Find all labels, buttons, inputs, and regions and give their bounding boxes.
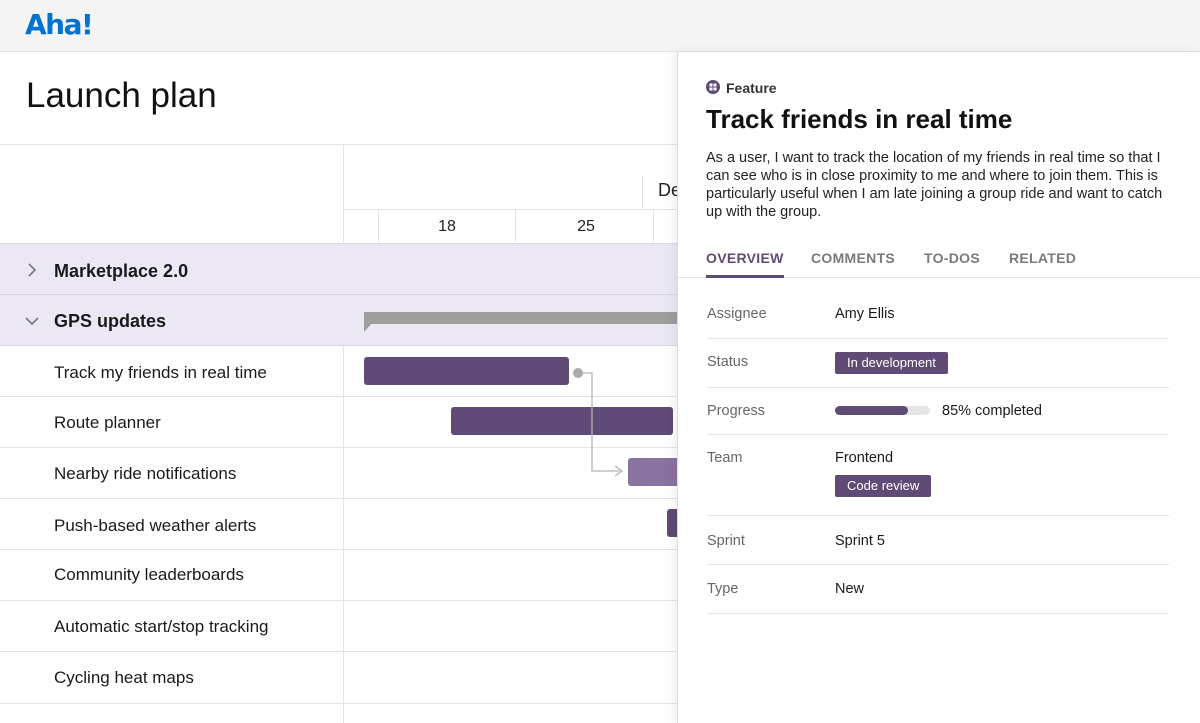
field-divider [707,434,1169,435]
feature-icon [706,80,720,94]
group-label: Marketplace 2.0 [54,261,189,281]
group-label: GPS updates [54,311,167,331]
team-tag[interactable]: Code review [835,475,932,497]
tab-overview[interactable]: OVERVIEW [706,250,784,266]
week-label: 18 [438,218,456,235]
feature-label[interactable]: Cycling heat maps [54,668,194,687]
record-type-label: Feature [726,80,777,96]
active-tab-indicator [706,275,784,278]
status-label: Status [707,354,749,370]
progress-bar-fill [835,406,908,415]
dependency-connector[interactable] [570,365,630,480]
month-label: De [658,180,682,200]
column-divider [343,144,344,723]
tab-to-dos[interactable]: TO-DOS [924,250,980,266]
group-row-marketplace[interactable]: Marketplace 2.0 [0,244,680,295]
row-divider [0,498,680,499]
assignee-label: Assignee [707,306,767,322]
field-divider [707,515,1169,516]
top-bar: Aha! [0,0,1200,52]
feature-label[interactable]: Nearby ride notifications [54,464,237,483]
summary-bar-start-cap [364,323,372,332]
feature-label[interactable]: Route planner [54,413,161,432]
status-badge[interactable]: In development [835,352,948,374]
row-divider [0,447,680,448]
row-divider [0,651,680,652]
sprint-value[interactable]: Sprint 5 [835,533,885,549]
row-divider [0,549,680,550]
field-divider [707,613,1169,614]
progress-label: Progress [707,403,766,419]
gantt-bar-track-friends[interactable] [364,357,569,385]
week-header-divider [343,209,680,210]
progress-bar[interactable] [835,406,930,415]
row-divider [0,600,680,601]
chevron-right-icon[interactable] [24,262,40,278]
timeline-header-bottom [0,243,680,244]
gantt-bar-nearby-ride[interactable] [628,458,684,486]
feature-title[interactable]: Track friends in real time [706,104,1013,134]
feature-label[interactable]: Track my friends in real time [54,363,267,382]
gps-updates-summary-bar[interactable] [364,312,684,324]
feature-label[interactable]: Push-based weather alerts [54,516,257,535]
feature-description[interactable]: As a user, I want to track the location … [706,150,1163,220]
feature-label[interactable]: Community leaderboards [54,565,244,584]
sprint-label: Sprint [707,533,745,549]
week-divider [378,209,379,244]
field-divider [707,338,1169,339]
header-divider [0,144,680,145]
week-divider [653,209,654,244]
detail-tabs: OVERVIEW COMMENTS TO-DOS RELATED [678,242,1200,278]
month-divider [642,175,643,209]
feature-detail-drawer: Feature Track friends in real time As a … [677,52,1200,723]
field-divider [707,387,1169,388]
week-label: 25 [577,218,595,235]
page-title: Launch plan [26,76,217,115]
chevron-down-icon[interactable] [24,313,40,329]
tab-comments[interactable]: COMMENTS [811,250,896,266]
field-divider [707,564,1169,565]
type-value[interactable]: New [835,581,865,597]
aha-logo[interactable]: Aha! [25,8,94,41]
team-value[interactable]: Frontend [835,450,894,466]
team-label: Team [707,450,743,466]
tab-related[interactable]: RELATED [1009,250,1077,266]
feature-label[interactable]: Automatic start/stop tracking [54,617,269,636]
row-divider [0,703,680,704]
progress-value: 85% completed [942,403,1042,419]
row-divider [0,396,680,397]
gantt-bar-route-planner[interactable] [451,407,673,435]
week-divider [515,209,516,244]
assignee-value[interactable]: Amy Ellis [835,306,895,322]
type-label: Type [707,581,739,597]
